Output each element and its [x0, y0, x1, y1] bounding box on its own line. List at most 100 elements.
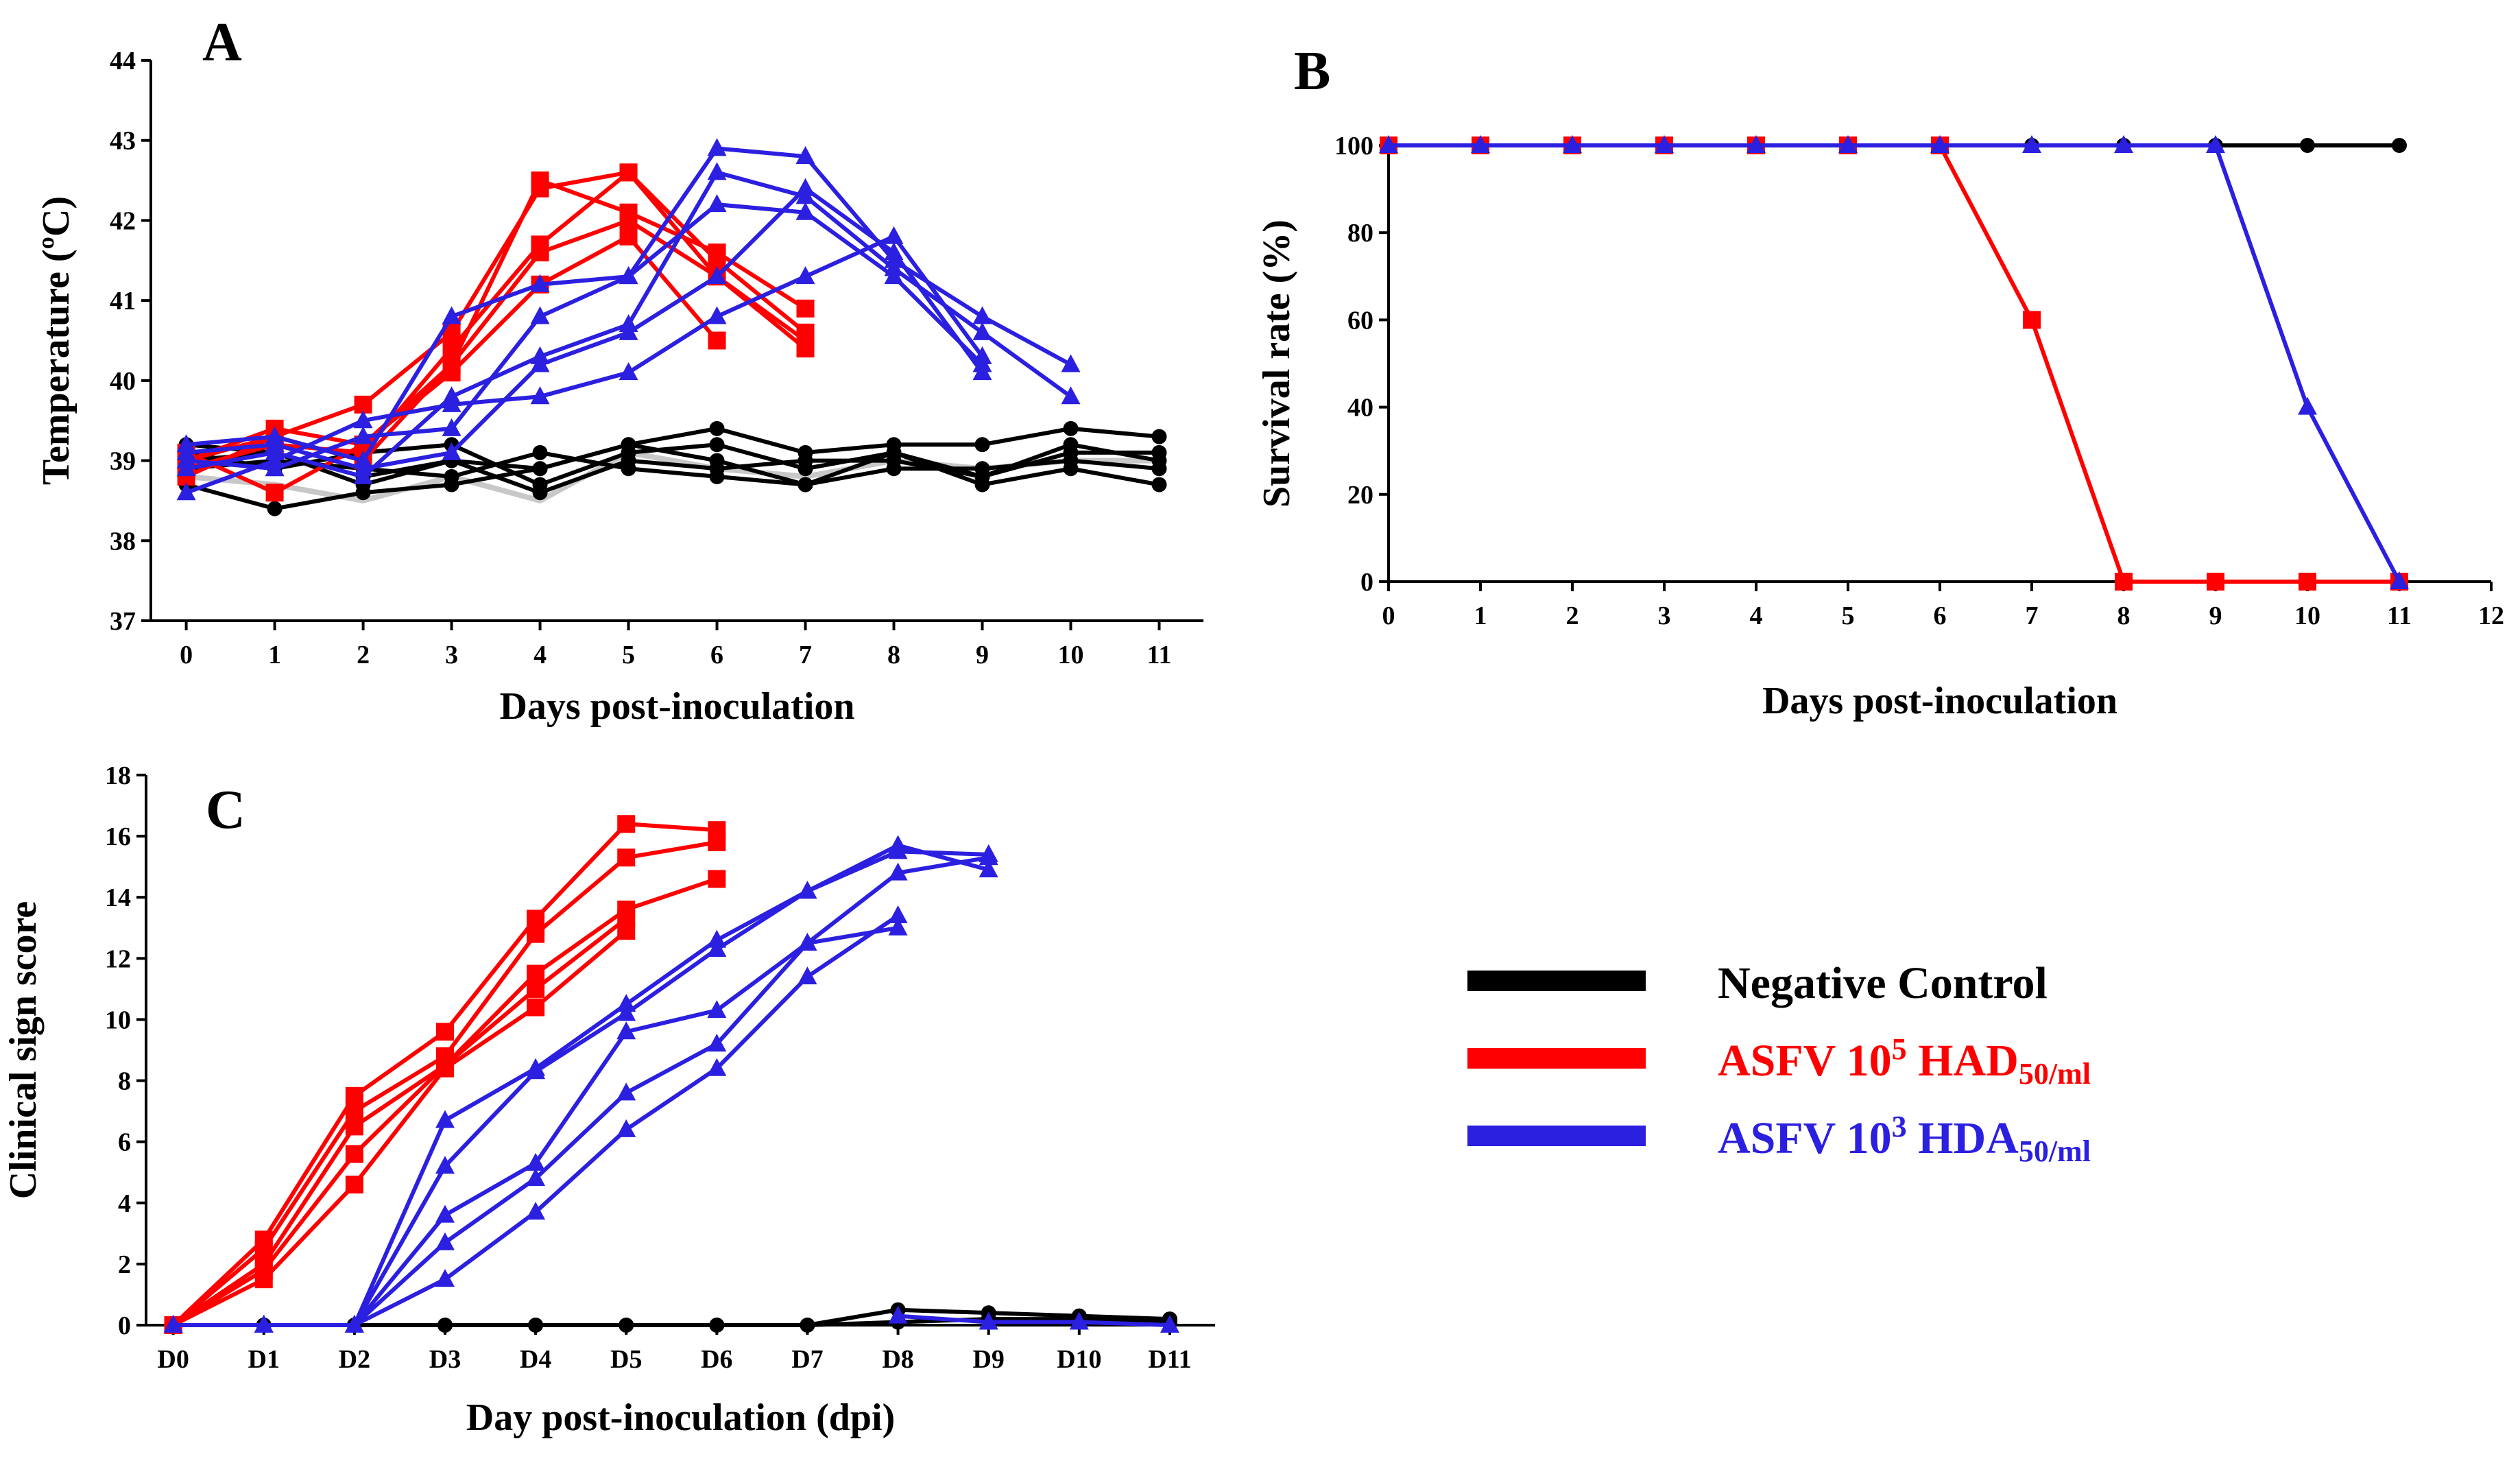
data-point-circle: [797, 477, 813, 492]
data-point-triangle: [526, 1168, 546, 1187]
data-point-triangle: [435, 1110, 455, 1128]
data-point-triangle: [707, 194, 727, 213]
x-tick-label: 2: [1566, 602, 1579, 630]
data-point-circle: [974, 468, 990, 484]
data-point-triangle: [888, 905, 908, 923]
data-point-triangle: [442, 394, 461, 412]
x-tick-label: 8: [887, 641, 900, 669]
x-tick-label: 7: [799, 641, 812, 669]
y-tick-label: 18: [105, 761, 131, 790]
y-tick-label: 60: [1347, 306, 1373, 335]
data-point-triangle: [707, 1000, 727, 1019]
x-tick-label: 8: [2117, 602, 2131, 630]
data-point-square: [527, 925, 545, 943]
y-tick-label: 40: [110, 367, 136, 396]
x-tick-label: 2: [357, 641, 370, 669]
data-point-circle: [709, 461, 725, 477]
data-point-triangle: [2114, 135, 2133, 153]
x-axis-title: Days post-inoculation: [1762, 680, 2117, 722]
data-point-triangle: [619, 362, 638, 381]
series-blue-2: [1379, 135, 2409, 589]
data-point-square: [796, 299, 815, 318]
data-point-circle: [974, 437, 990, 453]
y-tick-label: 6: [118, 1128, 131, 1157]
data-point-circle: [800, 1318, 815, 1333]
data-point-square: [345, 1117, 363, 1136]
y-tick-label: 41: [110, 287, 136, 316]
data-point-triangle: [1655, 135, 1674, 153]
x-tick-label: 6: [1934, 602, 1947, 630]
data-point-triangle: [526, 1061, 546, 1080]
series-line: [185, 442, 1160, 511]
x-tick-label: 6: [710, 641, 723, 669]
panel-label-a: A: [202, 12, 242, 73]
data-point-square: [527, 998, 545, 1016]
data-point-triangle: [442, 418, 461, 436]
data-point-triangle: [616, 1003, 636, 1021]
data-point-triangle: [2022, 135, 2041, 153]
data-point-triangle: [265, 458, 285, 477]
data-point-triangle: [795, 266, 815, 285]
x-tick-label: D4: [520, 1345, 551, 1374]
x-tick-label: 10: [1058, 641, 1084, 669]
data-point-triangle: [530, 354, 550, 372]
x-tick-label: D6: [701, 1345, 732, 1374]
series-line: [172, 917, 628, 1327]
data-point-triangle: [979, 1311, 998, 1330]
data-point-triangle: [265, 434, 285, 453]
data-point-square: [345, 1145, 363, 1163]
data-point-triangle: [707, 1058, 727, 1076]
data-point-triangle: [616, 1119, 636, 1137]
data-point-triangle: [797, 933, 817, 951]
legend-item-negative-control: Negative Control: [1467, 958, 2048, 1008]
data-point-circle: [2300, 138, 2315, 153]
data-point-circle: [1151, 429, 1167, 444]
series-blue-13: [176, 226, 992, 501]
y-tick-label: 80: [1347, 219, 1373, 248]
data-point-triangle: [888, 1305, 908, 1324]
data-point-triangle: [435, 1204, 455, 1223]
data-point-triangle: [163, 1315, 183, 1333]
x-tick-label: 4: [1750, 602, 1763, 630]
x-tick-label: 9: [976, 641, 989, 669]
x-tick-label: 7: [2026, 602, 2039, 630]
data-point-triangle: [1061, 386, 1081, 405]
y-tick-label: 44: [110, 47, 136, 75]
data-point-square: [708, 833, 726, 852]
data-point-circle: [532, 461, 548, 477]
data-point-square: [527, 909, 545, 928]
data-point-circle: [1151, 477, 1167, 492]
data-point-triangle: [442, 306, 461, 324]
data-point-triangle: [1563, 135, 1582, 153]
legend: Negative Control ASFV 105 HAD50/ml ASFV …: [1467, 958, 2091, 1168]
data-point-circle: [1151, 461, 1167, 477]
series-blue-12: [888, 1305, 1179, 1333]
x-tick-label: 4: [533, 641, 547, 669]
series-line: [186, 450, 1160, 487]
data-point-triangle: [1838, 135, 1858, 153]
panel-label-b: B: [1294, 41, 1330, 102]
series-blue-15: [176, 178, 992, 477]
data-point-triangle: [353, 410, 373, 429]
data-point-triangle: [616, 994, 636, 1012]
data-point-triangle: [1069, 1311, 1089, 1330]
data-point-square: [619, 211, 638, 230]
panel-a-temperature-chart: 37 38 39 40 41 42 43 44 0 1 2 3 4 5 6 7 8 9 10 11 Days post-…: [35, 47, 1203, 728]
data-point-triangle: [530, 274, 550, 292]
x-tick-label: D1: [248, 1345, 280, 1374]
data-point-triangle: [530, 386, 550, 405]
legend-item-asfv-105: ASFV 105 HAD50/ml: [1467, 1032, 2091, 1091]
y-tick-label: 16: [105, 822, 131, 851]
data-point-circle: [444, 477, 459, 492]
data-point-square: [531, 243, 549, 262]
data-point-triangle: [795, 178, 815, 196]
data-point-triangle: [707, 306, 727, 324]
x-tick-label: 9: [2209, 602, 2222, 630]
y-tick-label: 10: [105, 1006, 131, 1034]
data-point-triangle: [1930, 135, 1949, 153]
data-point-circle: [797, 453, 813, 468]
x-tick-label: D0: [157, 1345, 189, 1374]
x-tick-label: 11: [2387, 602, 2412, 630]
data-point-circle: [1063, 420, 1079, 436]
data-point-square: [345, 1176, 363, 1194]
